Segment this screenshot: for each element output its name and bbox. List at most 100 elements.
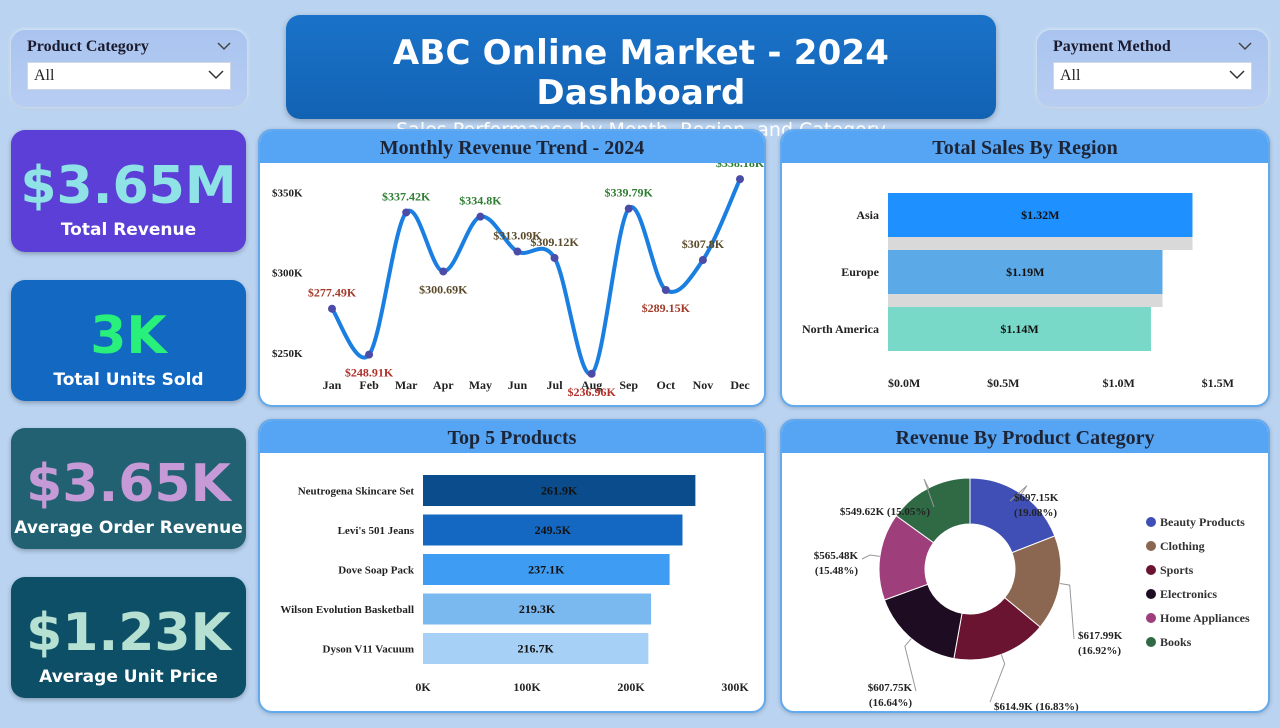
chevron-down-icon — [1229, 67, 1245, 85]
x-tick-label: 0K — [415, 680, 431, 694]
monthly-revenue-line-chart: $250K $300K $350K Jan Feb Mar Apr May Jun Jul Aug S… — [272, 163, 764, 399]
product-bar — [423, 475, 696, 506]
x-tick-label: $1.0M — [1103, 376, 1135, 390]
data-label: $313.09K — [493, 229, 542, 243]
region-value-label: $1.14M — [1000, 322, 1038, 336]
monthly-revenue-panel: Monthly Revenue Trend - 2024 $250K $300K $… — [258, 129, 766, 407]
product-value-label: 219.3K — [519, 602, 556, 616]
x-tick-label: Aug — [581, 378, 602, 392]
kpi-value: $3.65M — [20, 156, 237, 216]
product-label: Dyson V11 Vacuum — [323, 644, 415, 656]
product-value-label: 249.5K — [535, 523, 572, 537]
data-point — [698, 256, 707, 265]
legend-swatch — [1146, 541, 1156, 551]
legend-swatch — [1146, 613, 1156, 623]
data-label: $277.49K — [308, 286, 357, 300]
data-label: $358.18K — [716, 163, 764, 170]
revenue-line — [330, 177, 742, 376]
slice-label: $617.99K — [1078, 630, 1123, 642]
region-bar — [888, 307, 1151, 351]
slice-label: $565.48K — [814, 550, 859, 562]
data-point — [402, 208, 411, 217]
region-label: North America — [802, 322, 879, 336]
product-bar — [423, 514, 683, 546]
leader-line — [904, 638, 917, 692]
data-label: $309.12K — [530, 235, 579, 249]
data-label: $337.42K — [382, 189, 431, 203]
page-title: ABC Online Market - 2024 Dashboard — [392, 33, 890, 113]
data-label: $339.79K — [605, 186, 654, 200]
x-tick-label: May — [469, 378, 492, 392]
y-tick-label: $350K — [272, 187, 303, 199]
x-tick-label: Jul — [547, 378, 564, 392]
slice-label: $697.15K — [1014, 492, 1059, 504]
product-category-value: All — [34, 67, 55, 84]
kpi-total-revenue: $3.65M Total Revenue — [11, 130, 246, 252]
payment-method-dropdown[interactable]: All — [1053, 62, 1252, 90]
product-value-label: 216.7K — [518, 642, 555, 656]
legend-item[interactable]: Books — [1146, 630, 1250, 654]
leader-line — [923, 478, 935, 508]
data-point — [736, 175, 744, 184]
y-tick-label: $250K — [272, 348, 303, 360]
x-tick-label: Sep — [619, 378, 638, 392]
data-point — [661, 285, 670, 294]
slice-label: (19.08%) — [1014, 507, 1057, 519]
leader-line — [989, 654, 1006, 703]
legend-label: Electronics — [1160, 586, 1218, 601]
kpi-label: Average Unit Price — [39, 667, 218, 687]
product-bar — [423, 593, 652, 625]
legend-item[interactable]: Home Appliances — [1146, 606, 1250, 630]
product-label: Dove Soap Pack — [338, 565, 415, 577]
category-revenue-title: Revenue By Product Category — [782, 421, 1268, 453]
category-legend: Beauty Products Clothing Sports Electron… — [1146, 510, 1250, 654]
legend-label: Books — [1160, 634, 1192, 649]
kpi-value: $3.65K — [26, 454, 231, 514]
legend-label: Sports — [1160, 562, 1194, 577]
x-tick-label: $1.5M — [1202, 376, 1234, 390]
product-category-dropdown[interactable]: All — [27, 62, 231, 90]
kpi-value: 3K — [90, 306, 167, 366]
leader-line — [861, 554, 880, 560]
product-value-label: 261.9K — [541, 484, 578, 498]
leader-line — [1009, 485, 1028, 502]
top-products-bar-chart: Neutrogena Skincare Set 261.9K Levi's 501 … — [280, 475, 749, 694]
product-value-label: 237.1K — [528, 563, 565, 577]
product-label: Neutrogena Skincare Set — [298, 486, 415, 498]
legend-swatch — [1146, 589, 1156, 599]
legend-label: Beauty Products — [1160, 514, 1245, 529]
legend-item[interactable]: Electronics — [1146, 582, 1250, 606]
data-point — [587, 369, 596, 378]
kpi-label: Total Units Sold — [53, 370, 204, 390]
data-point — [439, 267, 448, 276]
x-tick-label: 300K — [721, 680, 749, 694]
top-products-title: Top 5 Products — [260, 421, 764, 453]
kpi-average-order-revenue: $3.65K Average Order Revenue — [11, 428, 246, 549]
payment-method-slicer: Payment Method All — [1037, 30, 1268, 107]
payment-method-value: All — [1060, 67, 1081, 84]
x-tick-label: Jan — [323, 378, 342, 392]
legend-item[interactable]: Sports — [1146, 558, 1250, 582]
product-label: Levi's 501 Jeans — [338, 525, 415, 537]
x-tick-label: $0.5M — [987, 376, 1019, 390]
donut-slice — [895, 477, 971, 544]
top-products-panel: Top 5 Products Neutrogena Skincare Set 26… — [258, 419, 766, 713]
x-tick-label: Nov — [693, 378, 714, 392]
region-value-label: $1.19M — [1006, 265, 1044, 279]
legend-swatch — [1146, 565, 1156, 575]
x-tick-label: 100K — [513, 680, 541, 694]
chevron-down-icon[interactable] — [1238, 38, 1252, 56]
product-bar — [423, 554, 670, 585]
legend-item[interactable]: Clothing — [1146, 534, 1250, 558]
legend-item[interactable]: Beauty Products — [1146, 510, 1250, 534]
leader-line — [1059, 582, 1075, 640]
chevron-down-icon[interactable] — [217, 39, 231, 55]
y-tick-label: $300K — [272, 268, 303, 280]
slice-label: $549.62K (15.05%) — [840, 506, 930, 518]
data-label: $307.8K — [682, 237, 725, 251]
data-label: $300.69K — [419, 282, 468, 296]
kpi-average-unit-price: $1.23K Average Unit Price — [11, 577, 246, 698]
x-tick-label: Feb — [359, 378, 379, 392]
legend-label: Clothing — [1160, 538, 1205, 553]
region-label: Europe — [841, 265, 879, 279]
